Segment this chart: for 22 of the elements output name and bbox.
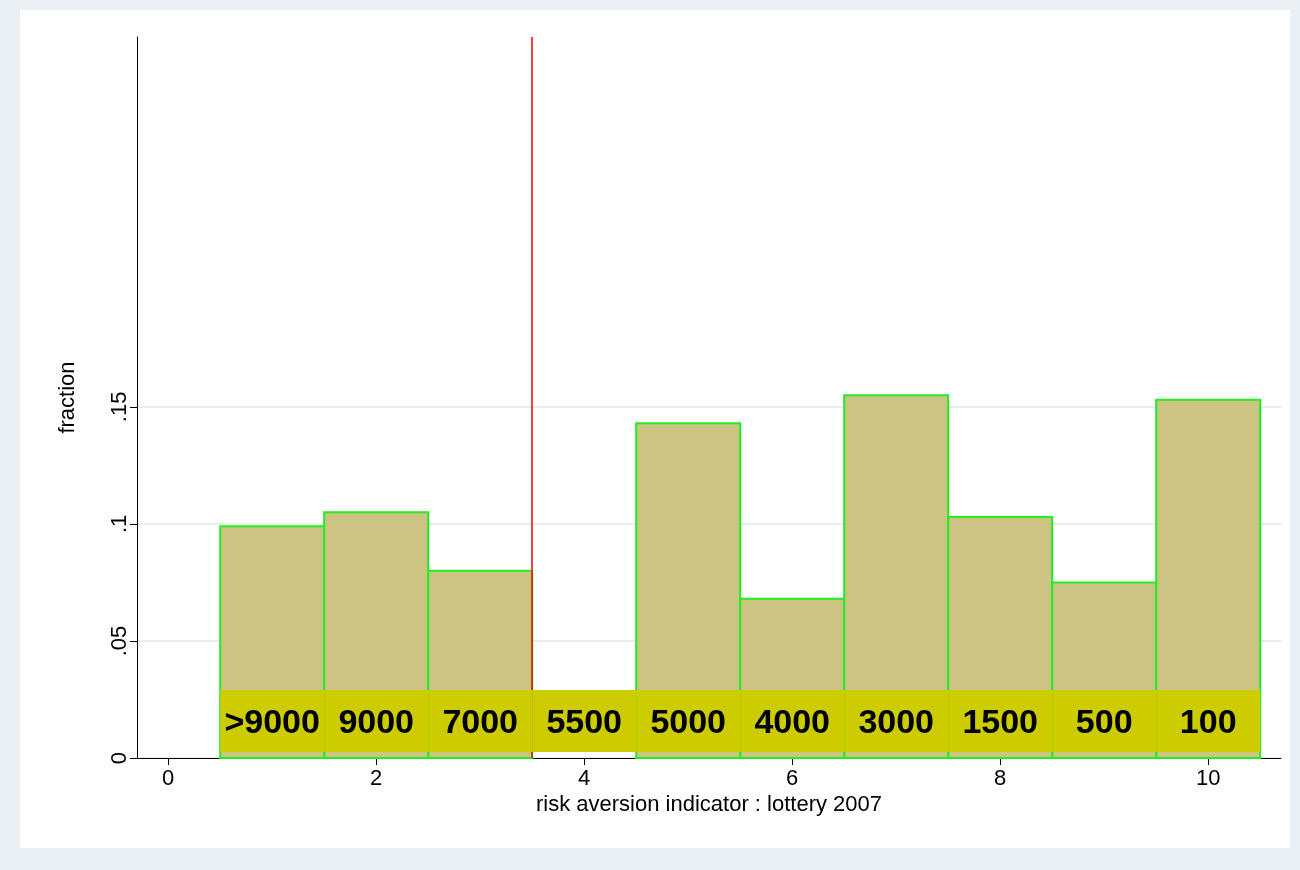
annotation: 9000: [338, 702, 415, 740]
annotation: 4000: [754, 702, 831, 740]
x-tick-label: 10: [1195, 764, 1221, 790]
annotation: 7000: [442, 702, 519, 740]
x-tick-label: 6: [786, 764, 799, 790]
y-tick-label: .15: [105, 391, 131, 423]
y-tick-label: 0: [105, 751, 131, 765]
annotation: 1500: [962, 702, 1039, 740]
y-tick-label: .05: [105, 625, 131, 657]
x-tick-label: 8: [994, 764, 1007, 790]
x-tick-label: 2: [370, 764, 383, 790]
y-axis-title: fraction: [53, 361, 79, 434]
annotation: >9000: [224, 702, 320, 740]
x-tick-label: 4: [578, 764, 591, 790]
x-axis-title: risk aversion indicator : lottery 2007: [535, 791, 883, 817]
x-tick-label: 0: [162, 764, 175, 790]
annotation: 5000: [650, 702, 727, 740]
annotation: 5500: [546, 702, 623, 740]
annotation: 3000: [858, 702, 935, 740]
y-tick-label: .1: [105, 514, 131, 534]
annotation: 500: [1075, 702, 1133, 740]
annotation: 100: [1179, 702, 1237, 740]
